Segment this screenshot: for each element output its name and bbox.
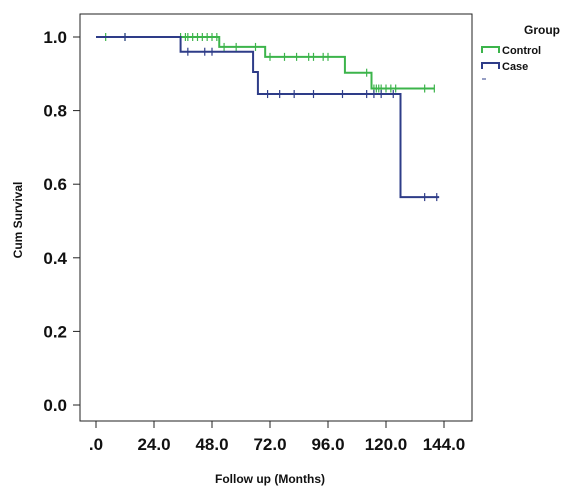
y-tick-label: 0.4 xyxy=(43,249,67,268)
y-axis: 0.0 0.2 0.4 0.6 0.8 1.0 xyxy=(43,28,80,415)
series-line-case xyxy=(96,36,440,199)
x-axis-title: Follow up (Months) xyxy=(215,472,325,486)
legend-label-control: Control xyxy=(502,45,541,57)
x-tick-label: 24.0 xyxy=(137,435,170,454)
legend-swatch-control xyxy=(481,46,500,53)
y-tick-label: 0.2 xyxy=(43,322,67,341)
x-tick-label: 48.0 xyxy=(195,435,228,454)
y-tick-label: 0.6 xyxy=(43,175,67,194)
x-tick-label: .0 xyxy=(89,435,103,454)
series-layer xyxy=(96,33,440,202)
y-tick-label: 0.8 xyxy=(43,102,67,121)
legend-swatch-case xyxy=(481,62,500,69)
plot-frame xyxy=(79,13,473,422)
y-tick-label: 0.0 xyxy=(43,396,67,415)
legend-label-case: Case xyxy=(502,61,528,73)
legend-title: Group xyxy=(524,23,560,37)
x-axis: .0 24.0 48.0 72.0 96.0 120.0 144.0 xyxy=(89,421,465,454)
x-tick-label: 72.0 xyxy=(253,435,286,454)
legend: Group Control Case xyxy=(481,23,560,80)
y-axis-title: Cum Survival xyxy=(11,182,25,259)
x-tick-label: 120.0 xyxy=(365,435,408,454)
x-tick-label: 144.0 xyxy=(423,435,466,454)
y-tick-label: 1.0 xyxy=(43,28,67,47)
series-line-control xyxy=(96,36,435,90)
x-tick-label: 96.0 xyxy=(311,435,344,454)
legend-items: Control Case xyxy=(481,45,541,80)
